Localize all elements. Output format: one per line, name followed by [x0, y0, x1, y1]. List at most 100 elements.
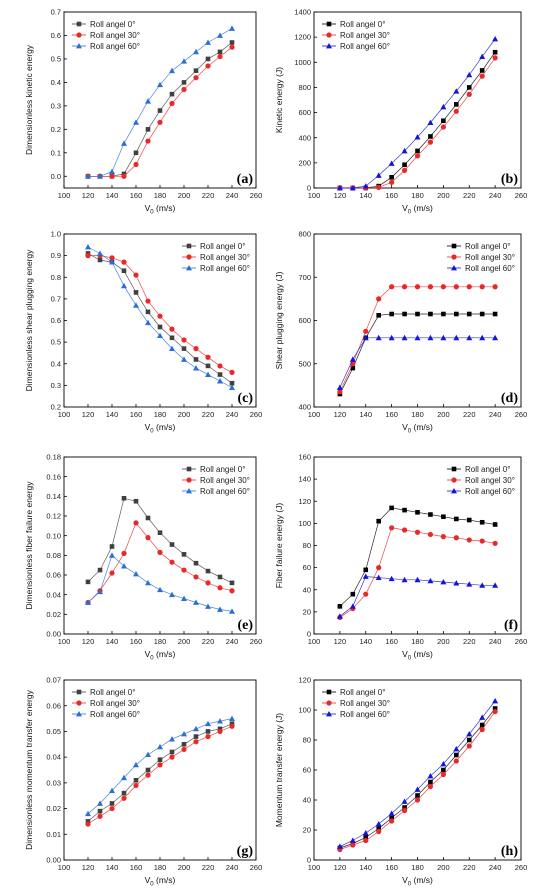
- data-point: [453, 284, 459, 290]
- x-axis-label: V0 (m/s): [402, 203, 433, 216]
- data-point: [440, 534, 446, 540]
- y-tick-label: 0.12: [46, 512, 61, 521]
- y-axis-label: Dimensionless kinetic energy: [24, 44, 34, 155]
- data-point: [414, 153, 421, 159]
- x-tick-label: 240: [489, 410, 502, 419]
- data-point: [402, 162, 407, 168]
- x-tick-label: 140: [359, 410, 372, 419]
- legend: Roll angel 0° Roll angel 30° Roll angel 60…: [447, 465, 515, 496]
- data-point: [145, 515, 151, 521]
- data-point: [401, 798, 408, 804]
- data-point: [193, 734, 199, 739]
- y-axis-label: Kinetic energy (J): [274, 67, 284, 133]
- x-axis-label: V0 (m/s): [145, 649, 176, 662]
- y-tick-label: 0.18: [46, 453, 61, 462]
- data-point: [427, 773, 434, 779]
- series-circle: [337, 708, 498, 853]
- y-tick-label: 0.00: [46, 856, 61, 865]
- data-point: [349, 603, 356, 609]
- panel-d: 100 120 140 160 180 200 220 240 260 400 500 600 700 8…: [274, 230, 527, 435]
- data-point: [229, 580, 235, 586]
- y-tick-label: 0.00: [46, 630, 61, 639]
- data-point: [492, 334, 499, 341]
- series-square: [85, 40, 235, 179]
- data-point: [441, 767, 446, 773]
- data-point: [375, 574, 382, 580]
- y-tick-label: 140: [298, 475, 311, 484]
- data-point: [85, 810, 91, 817]
- x-tick-label: 120: [334, 863, 347, 872]
- y-tick-label: 0.6: [51, 316, 61, 325]
- data-point: [169, 335, 175, 341]
- series-circle: [337, 525, 498, 621]
- data-point: [349, 356, 356, 362]
- data-point: [169, 591, 175, 598]
- data-point: [363, 591, 369, 597]
- data-point: [205, 580, 211, 586]
- data-point: [375, 821, 382, 827]
- series-line: [339, 708, 496, 849]
- legend-marker: [186, 466, 192, 472]
- data-point: [205, 733, 211, 740]
- legend-entry: Roll angel 30°: [90, 31, 140, 40]
- y-tick-label: 0.01: [46, 830, 61, 839]
- x-tick-label: 240: [226, 191, 239, 200]
- y-tick-label: 120: [298, 497, 311, 506]
- legend-marker: [451, 243, 457, 249]
- legend-marker: [326, 32, 332, 38]
- data-point: [217, 718, 223, 724]
- data-point: [85, 579, 91, 585]
- data-point: [169, 559, 175, 565]
- series-line: [339, 711, 496, 850]
- x-tick-label: 100: [308, 410, 321, 419]
- legend-entry: Roll angel 30°: [340, 699, 390, 708]
- y-tick-label: 400: [298, 403, 311, 412]
- x-tick-label: 220: [463, 863, 476, 872]
- y-axis-label: Dimensionless momentum transfer energy: [24, 689, 34, 849]
- data-point: [401, 576, 408, 583]
- data-point: [441, 514, 446, 520]
- x-axis-label: V0 (m/s): [145, 422, 176, 435]
- legend-entry: Roll angel 60°: [200, 264, 250, 273]
- data-point: [440, 124, 446, 130]
- data-point: [145, 751, 151, 757]
- data-point: [169, 91, 175, 97]
- y-tick-label: 800: [298, 83, 311, 92]
- data-point: [415, 510, 420, 515]
- data-point: [217, 574, 223, 580]
- panel-c: 100 120 140 160 180 200 220 240 260 0.2 0.3 0.4 0.5 0…: [24, 230, 262, 435]
- data-point: [85, 821, 91, 827]
- y-tick-label: 60: [303, 563, 311, 572]
- y-tick-label: 0.2: [51, 403, 61, 412]
- data-point: [337, 604, 343, 609]
- y-tick-label: 800: [298, 230, 311, 239]
- data-point: [492, 522, 498, 527]
- legend-entry: Roll angel 60°: [340, 710, 390, 719]
- panel-label: (f): [504, 618, 518, 633]
- data-point: [205, 56, 211, 62]
- data-point: [205, 568, 211, 574]
- y-axis-label: Momentum transfer energy (J): [274, 713, 284, 827]
- y-tick-label: 0.3: [51, 381, 61, 390]
- legend: Roll angel 0° Roll angel 30° Roll angel 60…: [182, 242, 250, 273]
- x-tick-label: 200: [437, 863, 450, 872]
- legend-marker: [76, 711, 82, 717]
- data-point: [492, 311, 498, 317]
- y-tick-label: 0.03: [46, 778, 61, 787]
- data-point: [133, 290, 139, 295]
- y-tick-label: 20: [303, 607, 311, 616]
- data-point: [401, 807, 408, 814]
- x-axis-label: V0 (m/s): [145, 875, 176, 888]
- series-triangle: [85, 552, 235, 614]
- y-tick-label: 80: [303, 736, 311, 745]
- y-tick-label: 0.2: [51, 125, 61, 134]
- data-point: [401, 334, 408, 341]
- x-tick-label: 240: [489, 863, 502, 872]
- data-point: [229, 384, 235, 390]
- data-point: [169, 542, 175, 547]
- x-tick-label: 220: [202, 191, 215, 200]
- data-point: [157, 313, 163, 319]
- data-point: [217, 372, 223, 377]
- data-point: [193, 48, 199, 55]
- data-point: [428, 311, 433, 317]
